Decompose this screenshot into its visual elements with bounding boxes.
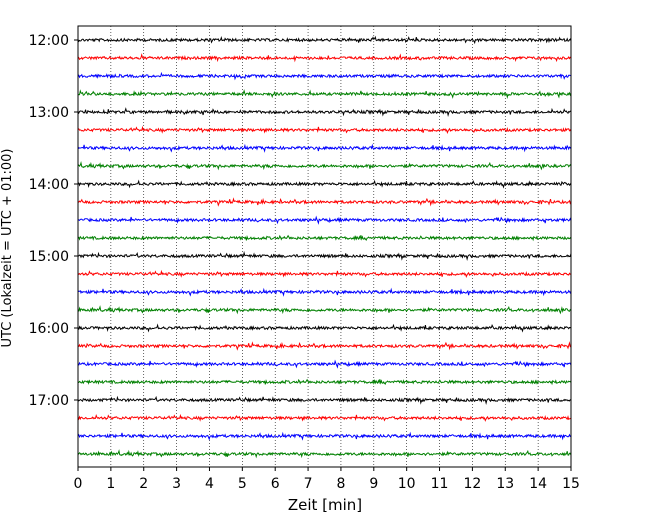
series-line <box>77 269 572 278</box>
series-line <box>77 413 572 422</box>
x-tick-label: 3 <box>172 476 181 492</box>
series-line <box>77 305 572 315</box>
series-line <box>77 449 572 459</box>
y-axis-title: UTC (Lokalzeit = UTC + 01:00) <box>0 149 15 348</box>
series-line <box>77 35 572 45</box>
x-tick-label: 10 <box>398 476 416 492</box>
x-tick-label: 9 <box>369 476 378 492</box>
x-axis-ticks: 0 1 2 3 4 5 6 7 8 9 10 11 12 13 14 15 <box>74 467 580 492</box>
x-tick-label: 2 <box>139 476 148 492</box>
series-line <box>77 161 572 171</box>
series-line <box>77 89 572 99</box>
x-tick-label: 8 <box>336 476 345 492</box>
x-tick-label: 1 <box>106 476 115 492</box>
series-line <box>77 53 572 63</box>
series-line <box>77 250 572 261</box>
plot-frame <box>77 25 572 468</box>
x-tick-label: 13 <box>496 476 514 492</box>
x-tick-label: 14 <box>529 476 547 492</box>
x-tick-label: 5 <box>238 476 247 492</box>
series-line <box>77 323 572 333</box>
y-tick-label: 15:00 <box>29 249 69 265</box>
y-tick-label: 12:00 <box>29 33 69 49</box>
series-line <box>77 143 572 153</box>
series-line <box>77 378 572 386</box>
x-axis-title: Zeit [min] <box>288 496 362 514</box>
x-tick-label: 11 <box>431 476 449 492</box>
traces <box>77 35 572 459</box>
series-line <box>77 341 572 351</box>
series-line <box>77 197 572 207</box>
x-tick-label: 0 <box>74 476 83 492</box>
series-line <box>77 234 572 242</box>
series-line <box>77 395 572 405</box>
x-tick-label: 12 <box>463 476 481 492</box>
series-line <box>77 71 572 81</box>
series-line <box>77 215 572 225</box>
y-tick-label: 13:00 <box>29 105 69 121</box>
series-line <box>77 125 572 135</box>
y-tick-label: 17:00 <box>29 393 69 409</box>
series-line <box>77 431 572 441</box>
y-tick-label: 14:00 <box>29 177 69 193</box>
x-tick-label: 6 <box>271 476 280 492</box>
x-tick-label: 4 <box>205 476 214 492</box>
x-tick-label: 15 <box>562 476 580 492</box>
series-line <box>77 179 572 189</box>
series-line <box>77 359 572 369</box>
series-line <box>77 107 572 117</box>
series-line <box>77 287 572 297</box>
y-axis-ticks: 12:00 13:00 14:00 15:00 16:00 17:00 <box>29 33 78 409</box>
y-tick-label: 16:00 <box>29 321 69 337</box>
x-tick-label: 7 <box>304 476 313 492</box>
